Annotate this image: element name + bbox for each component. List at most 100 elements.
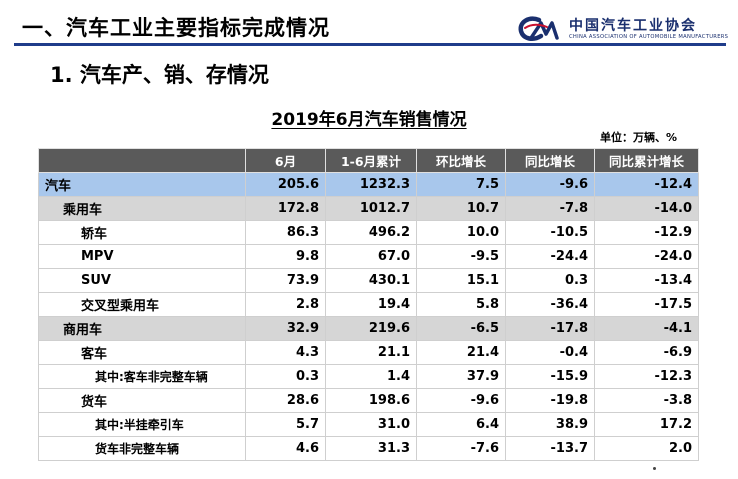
table-row: 商用车 32.9 219.6 -6.5 -17.8 -4.1	[38, 316, 699, 341]
table-cell: 1232.3	[325, 172, 417, 197]
table-cell: 7.5	[416, 172, 506, 197]
table-cell: -0.4	[505, 340, 595, 365]
table-cell: 21.1	[325, 340, 417, 365]
table-cell: 6.4	[416, 412, 506, 437]
table-cell: 219.6	[325, 316, 417, 341]
row-label: 交叉型乘用车	[38, 292, 246, 317]
page-header-title: 一、汽车工业主要指标完成情况	[22, 16, 330, 40]
table-cell: 4.3	[245, 340, 326, 365]
table-cell: 86.3	[245, 220, 326, 245]
table-cell: -36.4	[505, 292, 595, 317]
column-header: 环比增长	[416, 148, 506, 173]
column-header: 6月	[245, 148, 326, 173]
column-header: 同比增长	[505, 148, 595, 173]
table-cell: 198.6	[325, 388, 417, 413]
table-cell: 2.0	[594, 436, 699, 461]
table-cell: 10.7	[416, 196, 506, 221]
sales-table: 6月 1-6月累计 环比增长 同比增长 同比累计增长 汽车 205.6 1232…	[38, 148, 699, 461]
table-row: 其中:半挂牵引车 5.7 31.0 6.4 38.9 17.2	[38, 412, 699, 437]
row-label: 乘用车	[38, 196, 246, 221]
table-cell: 496.2	[325, 220, 417, 245]
table-cell: -3.8	[594, 388, 699, 413]
table-cell: 172.8	[245, 196, 326, 221]
table-cell: -17.5	[594, 292, 699, 317]
row-label: 其中:客车非完整车辆	[38, 364, 246, 389]
table-row: 其中:客车非完整车辆 0.3 1.4 37.9 -15.9 -12.3	[38, 364, 699, 389]
row-label: 客车	[38, 340, 246, 365]
table-cell: -12.3	[594, 364, 699, 389]
table-cell: -12.9	[594, 220, 699, 245]
table-cell: 28.6	[245, 388, 326, 413]
table-cell: 4.6	[245, 436, 326, 461]
table-cell: 21.4	[416, 340, 506, 365]
table-cell: -19.8	[505, 388, 595, 413]
table-cell: -6.5	[416, 316, 506, 341]
column-header	[38, 148, 246, 173]
table-cell: -9.6	[505, 172, 595, 197]
table-title: 2019年6月汽车销售情况	[271, 110, 467, 130]
footer-dot	[653, 467, 656, 470]
row-label: MPV	[38, 244, 246, 269]
table-cell: 17.2	[594, 412, 699, 437]
table-cell: 73.9	[245, 268, 326, 293]
org-name-english: CHINA ASSOCIATION OF AUTOMOBILE MANUFACT…	[569, 34, 729, 40]
column-header: 同比累计增长	[594, 148, 699, 173]
table-cell: -7.6	[416, 436, 506, 461]
table-header-row: 6月 1-6月累计 环比增长 同比增长 同比累计增长	[38, 148, 699, 173]
table-cell: 37.9	[416, 364, 506, 389]
table-cell: -10.5	[505, 220, 595, 245]
table-cell: 2.8	[245, 292, 326, 317]
org-name: 中国汽车工业协会	[569, 18, 697, 34]
table-cell: -24.4	[505, 244, 595, 269]
unit-label: 单位：万辆、%	[600, 131, 678, 144]
table-cell: 67.0	[325, 244, 417, 269]
table-cell: 5.8	[416, 292, 506, 317]
table-cell: 31.3	[325, 436, 417, 461]
table-cell: -15.9	[505, 364, 595, 389]
column-header: 1-6月累计	[325, 148, 417, 173]
table-row: MPV 9.8 67.0 -9.5 -24.4 -24.0	[38, 244, 699, 269]
table-row: 客车 4.3 21.1 21.4 -0.4 -6.9	[38, 340, 699, 365]
table-row: 货车 28.6 198.6 -9.6 -19.8 -3.8	[38, 388, 699, 413]
org-logo: 中国汽车工业协会 CHINA ASSOCIATION OF AUTOMOBILE…	[517, 14, 729, 44]
table-cell: 1012.7	[325, 196, 417, 221]
table-cell: 38.9	[505, 412, 595, 437]
table-cell: -6.9	[594, 340, 699, 365]
table-row: 乘用车 172.8 1012.7 10.7 -7.8 -14.0	[38, 196, 699, 221]
row-label: SUV	[38, 268, 246, 293]
table-cell: 205.6	[245, 172, 326, 197]
section-title: 1. 汽车产、销、存情况	[50, 63, 269, 87]
table-cell: -24.0	[594, 244, 699, 269]
header-divider	[14, 43, 726, 46]
row-label: 货车	[38, 388, 246, 413]
table-cell: 32.9	[245, 316, 326, 341]
table-cell: -7.8	[505, 196, 595, 221]
table-row: 交叉型乘用车 2.8 19.4 5.8 -36.4 -17.5	[38, 292, 699, 317]
table-cell: 1.4	[325, 364, 417, 389]
table-cell: -9.5	[416, 244, 506, 269]
table-cell: 5.7	[245, 412, 326, 437]
table-cell: 9.8	[245, 244, 326, 269]
table-cell: -12.4	[594, 172, 699, 197]
row-label: 汽车	[38, 172, 246, 197]
table-row: 货车非完整车辆 4.6 31.3 -7.6 -13.7 2.0	[38, 436, 699, 461]
table-cell: -9.6	[416, 388, 506, 413]
table-cell: 19.4	[325, 292, 417, 317]
table-cell: -17.8	[505, 316, 595, 341]
row-label: 其中:半挂牵引车	[38, 412, 246, 437]
table-cell: 430.1	[325, 268, 417, 293]
table-cell: 15.1	[416, 268, 506, 293]
table-cell: -14.0	[594, 196, 699, 221]
table-row: SUV 73.9 430.1 15.1 0.3 -13.4	[38, 268, 699, 293]
table-row: 轿车 86.3 496.2 10.0 -10.5 -12.9	[38, 220, 699, 245]
table-title-wrapper: 2019年6月汽车销售情况	[0, 105, 738, 130]
table-cell: 0.3	[505, 268, 595, 293]
cm-logo-icon	[518, 16, 559, 41]
table-cell: 0.3	[245, 364, 326, 389]
table-cell: -13.7	[505, 436, 595, 461]
table-cell: 10.0	[416, 220, 506, 245]
table-cell: 31.0	[325, 412, 417, 437]
row-label: 轿车	[38, 220, 246, 245]
row-label: 商用车	[38, 316, 246, 341]
table-cell: -4.1	[594, 316, 699, 341]
